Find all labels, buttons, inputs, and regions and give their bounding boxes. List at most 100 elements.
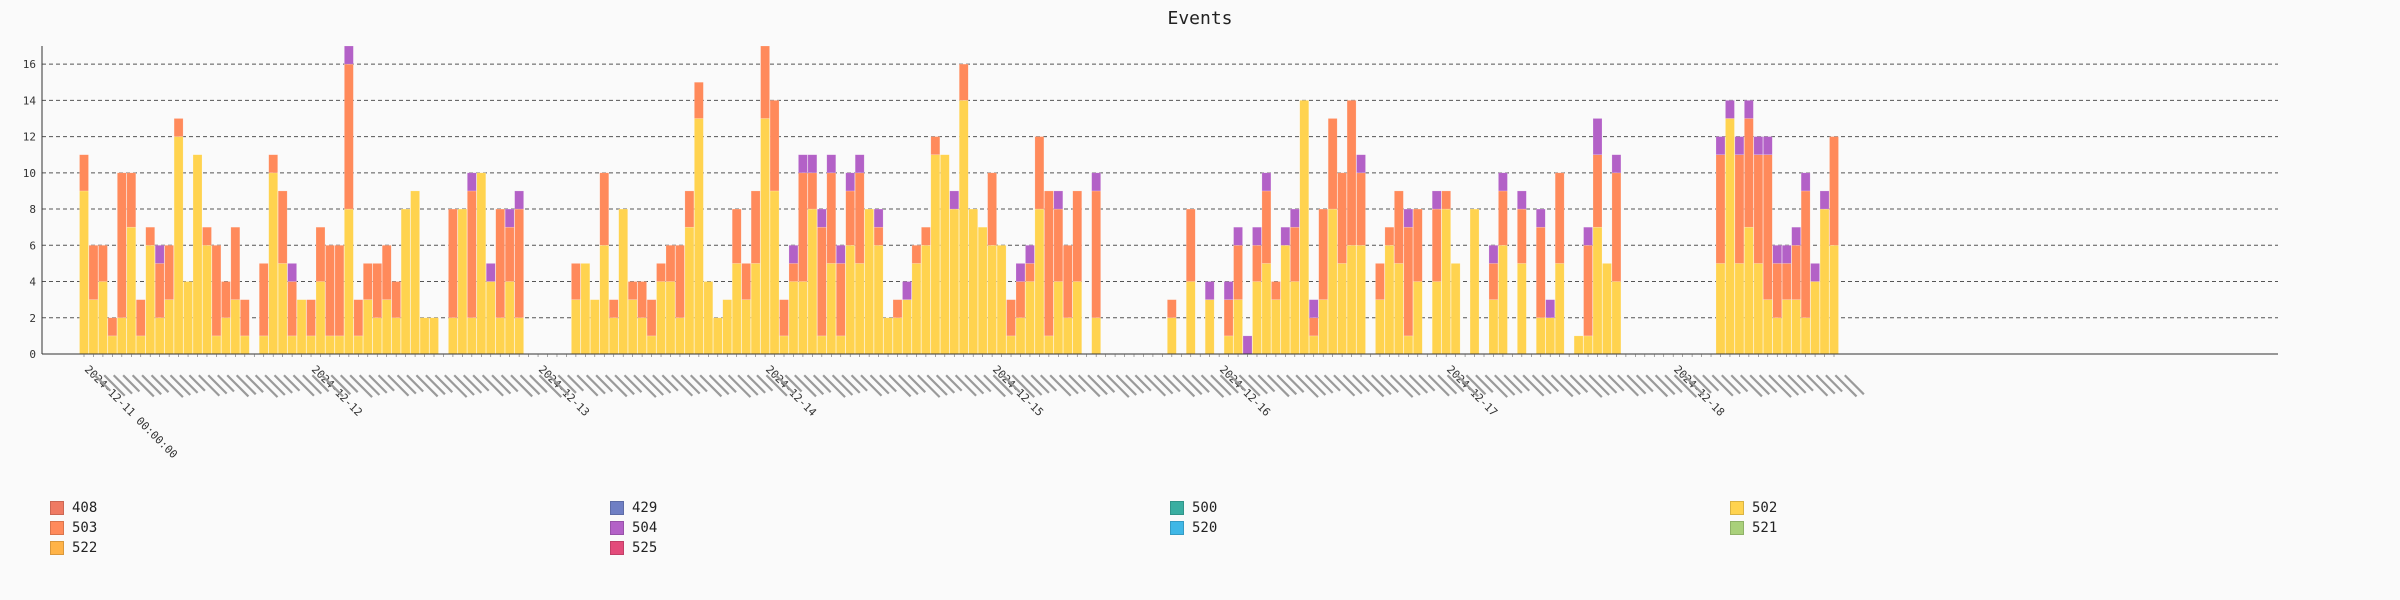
legend-item-429[interactable]: 429 [610, 500, 657, 516]
x-minor-label-mark [1739, 374, 1763, 398]
bar-segment-502 [391, 317, 401, 355]
bar-segment-504 [1536, 208, 1546, 228]
bar-segment-504 [504, 208, 515, 228]
x-minor-label-mark [973, 374, 992, 393]
legend-label: 429 [632, 500, 658, 516]
bar-segment-503 [1488, 263, 1499, 300]
x-minor-label-mark [1030, 374, 1050, 394]
legend-item-408[interactable]: 408 [50, 500, 97, 516]
legend-label: 408 [72, 500, 98, 516]
bar-segment-502 [665, 281, 676, 355]
bar-segment-503 [911, 245, 922, 264]
x-minor-label-mark [1758, 374, 1778, 393]
bar-segment-504 [344, 45, 354, 65]
x-minor-label-mark [1427, 374, 1450, 397]
legend-item-503[interactable]: 503 [50, 520, 97, 536]
x-minor-label-mark [585, 374, 606, 395]
bar-segment-503 [665, 245, 676, 282]
y-tick-label: 10 [23, 167, 36, 180]
bar-segment-504 [514, 190, 524, 210]
bar-segment-503 [987, 172, 997, 246]
bar-segment-503 [1791, 245, 1801, 300]
bar-segment-503 [656, 263, 666, 282]
x-minor-label-mark [604, 374, 628, 398]
x-minor-label-mark [1181, 374, 1203, 396]
bar-segment-504 [1583, 226, 1593, 246]
x-minor-label-mark [368, 374, 388, 394]
x-minor-label-mark [1465, 374, 1487, 396]
bar-segment-504 [1223, 281, 1234, 300]
bar-segment-502 [798, 281, 808, 355]
bar-segment-502 [1715, 263, 1726, 355]
x-minor-label-mark [1295, 374, 1319, 398]
legend-label: 504 [632, 520, 658, 536]
bar-segment-503 [372, 263, 382, 319]
x-minor-label-mark [926, 374, 948, 396]
x-minor-label-mark [1408, 374, 1429, 394]
bar-segment-503 [788, 263, 799, 282]
x-minor-label-mark [500, 374, 519, 393]
x-minor-label-mark [131, 374, 155, 398]
legend-item-500[interactable]: 500 [1170, 500, 1217, 516]
bar-segment-503 [608, 299, 619, 319]
y-tick-label: 16 [23, 58, 36, 71]
bar-segment-503 [164, 245, 174, 300]
bar-segment-502 [760, 118, 770, 355]
x-minor-label-mark [226, 374, 250, 398]
x-minor-label-mark [576, 374, 599, 397]
bar-segment-502 [296, 299, 307, 355]
x-minor-label-mark [1730, 374, 1749, 393]
bar-segment-502 [1204, 299, 1215, 355]
bar-segment-502 [467, 317, 477, 355]
axes-group: 0 2 4 6 8 10 12 14 16 [23, 46, 2278, 361]
bar-segment-502 [1573, 335, 1584, 355]
legend-item-525[interactable]: 525 [610, 540, 657, 556]
bar-segment-502 [1611, 281, 1622, 355]
legend-item-520[interactable]: 520 [1170, 520, 1217, 536]
bar-segment-503 [731, 208, 742, 264]
x-minor-label-mark [529, 374, 548, 393]
bar-segment-503 [1611, 172, 1622, 282]
x-minor-label-mark [879, 374, 897, 393]
bar-segment-502 [325, 335, 335, 355]
x-minor-label-mark [198, 374, 221, 397]
legend-label: 522 [72, 540, 98, 556]
legend-swatch [610, 521, 624, 535]
legend-item-502[interactable]: 502 [1730, 500, 1777, 516]
x-minor-label-mark [1475, 374, 1494, 393]
x-minor-label-mark [339, 374, 359, 393]
bar-segment-502 [854, 263, 865, 355]
legend-item-521[interactable]: 521 [1730, 520, 1777, 536]
legend-item-522[interactable]: 522 [50, 540, 97, 556]
bar-segment-502 [996, 245, 1007, 355]
bar-segment-503 [1431, 208, 1442, 282]
legend-item-504[interactable]: 504 [610, 520, 657, 536]
bar-segment-504 [1015, 263, 1026, 282]
x-minor-label-mark [207, 374, 228, 395]
x-minor-label-mark [1144, 374, 1167, 397]
bar-segment-503 [154, 263, 165, 319]
bar-segment-503 [836, 263, 846, 337]
bar-segment-503 [1734, 154, 1745, 264]
legend-swatch [50, 521, 64, 535]
bar-segment-502 [618, 208, 628, 355]
x-minor-label-mark [292, 374, 315, 397]
x-minor-label-mark [907, 374, 927, 393]
x-minor-label-mark [1815, 374, 1836, 395]
bar-segment-503 [1583, 245, 1593, 337]
bar-segment-504 [467, 172, 477, 192]
bar-segment-504 [1734, 136, 1745, 155]
bar-segment-502 [1554, 263, 1565, 355]
bar-segment-503 [694, 81, 704, 119]
bar-segment-503 [98, 245, 108, 282]
x-minor-label-mark [1200, 374, 1225, 398]
x-minor-label-mark [1673, 374, 1698, 398]
bar-segment-502 [353, 335, 364, 355]
bar-segment-502 [88, 299, 99, 355]
bar-segment-504 [798, 154, 808, 174]
x-minor-label-mark [1825, 374, 1843, 393]
x-minor-label-mark [1039, 374, 1058, 392]
bar-segment-502 [230, 299, 241, 355]
bar-segment-504 [1488, 245, 1499, 264]
bar-segment-504 [1611, 154, 1622, 174]
